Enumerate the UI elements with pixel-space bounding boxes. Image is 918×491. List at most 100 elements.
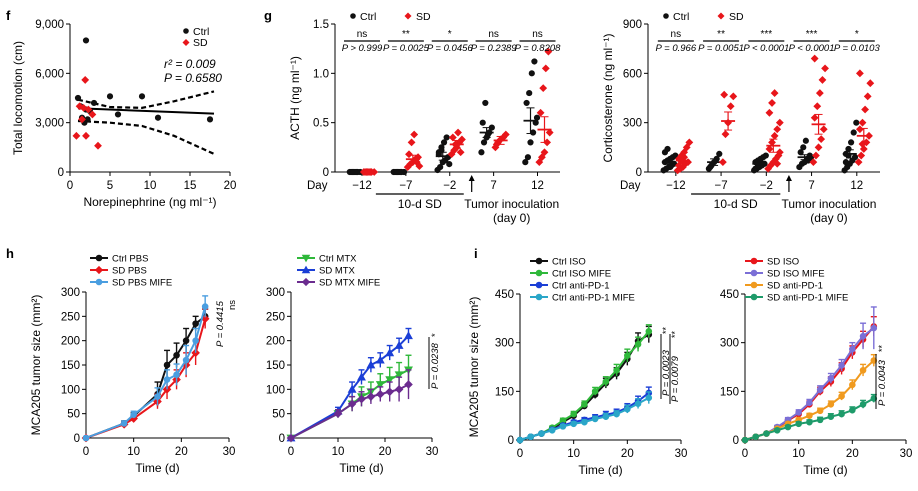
f-point-sd [82, 131, 90, 140]
i1-ytick-label: 0 [508, 435, 514, 447]
i1-xtick-label: 10 [567, 448, 580, 460]
h1-legend-sd-pbs-mife: SD PBS MIFE [112, 278, 172, 289]
g2-point-sd [819, 125, 828, 134]
g2-point-sd [855, 125, 864, 134]
g2-legend-sd-marker [717, 12, 725, 20]
g2-point-sd [770, 131, 779, 140]
g2-sig-p: P = 0.0103 [834, 43, 881, 54]
g2-xtick-label: 7 [808, 180, 814, 192]
g1-ytick-label: 0 [323, 167, 329, 179]
h2-ytick-label: 0 [279, 433, 285, 445]
i1-point-ctrl-anti-pd-1-mife [581, 418, 588, 426]
g2-point-sd [814, 143, 823, 152]
f-ytick-label: 3,000 [35, 118, 64, 130]
i2-point-sd-iso-mife [795, 409, 802, 416]
h1-xtick-label: 0 [83, 446, 89, 458]
h1-ytick-label: 300 [61, 287, 80, 299]
g2-point-sd [859, 145, 868, 153]
g1-point-sd [537, 153, 546, 162]
g1-y-axis-label: ACTH (ng ml⁻¹) [288, 56, 302, 140]
i2-point-sd-anti-pd-1-mife [870, 395, 878, 402]
g1-day-label: Day [307, 180, 328, 192]
i2-point-sd-iso-mife [859, 332, 867, 340]
h2-x-axis-label: Time (d) [339, 461, 383, 475]
i2-point-sd-anti-pd-1 [838, 392, 845, 400]
g2-point-ctrl [800, 144, 807, 151]
h2-xtick-label: 30 [426, 446, 439, 458]
h2-legend-marker-sd-mtx-mife [301, 277, 311, 287]
g2-point-sd [768, 99, 776, 107]
g2-point-sd [854, 158, 863, 167]
g2-point-sd [773, 125, 782, 134]
g2-y-axis-label: Corticosterone (ng ml⁻¹) [601, 33, 615, 162]
g1-point-sd [539, 84, 548, 93]
h2-legend-sd-mtx: SD MTX [319, 266, 356, 277]
g1-point-ctrl [480, 139, 488, 146]
i1-point-ctrl-iso-mife [624, 352, 631, 359]
i2-p-value: P = 0.0043 [877, 359, 888, 406]
g2-point-sd [863, 92, 872, 101]
h1-point-sd-pbs-mife [182, 356, 190, 364]
h1-point-sd-pbs-mife [163, 376, 171, 383]
i2-legend-marker-sd-iso-mife [750, 269, 758, 277]
f-legend-sd: SD [193, 37, 208, 49]
h2-p-value: P = 0.0238 [430, 342, 441, 389]
g2-point-sd [813, 102, 822, 111]
g1-legend-ctrl-marker [350, 13, 356, 19]
g2-point-sd [817, 135, 826, 144]
g1-day0-arrowhead [468, 175, 475, 181]
i1-point-ctrl-anti-pd-1-mife [645, 394, 653, 402]
h2-point-sd-mtx [404, 331, 413, 340]
f-point-sd [94, 141, 102, 150]
i2-point-sd-anti-pd-1 [859, 366, 867, 374]
f-point-sd [79, 103, 88, 112]
i2-ytick-label: 300 [720, 338, 739, 350]
g1-sig-star: * [448, 29, 452, 40]
g2-point-ctrl [797, 149, 804, 156]
f-point-ctrl [138, 93, 146, 100]
g2-point-sd [809, 158, 818, 167]
g2-legend-ctrl: Ctrl [673, 11, 689, 23]
g2-tumor-label-2: (day 0) [810, 211, 847, 225]
f-point-ctrl [154, 114, 162, 121]
g1-point-ctrl [523, 99, 530, 107]
i1-xtick-label: 0 [517, 448, 523, 460]
f-point-sd [84, 105, 93, 114]
g1-point-ctrl [479, 119, 486, 126]
f-stat-p: P = 0.6580 [164, 71, 222, 85]
g2-ytick-label: 600 [623, 68, 642, 80]
h1-line-sd-pbs-mife [85, 306, 207, 439]
g2-point-ctrl [716, 150, 723, 158]
h2-point-sd-mtx [366, 360, 376, 369]
g2-ytick-label: 900 [623, 19, 642, 31]
h2-point-sd-mtx-mife [286, 433, 296, 443]
g1-sig-p: P = 0.2389 [471, 43, 518, 54]
h2-ytick-label: 100 [266, 384, 285, 396]
g1-point-sd [544, 47, 553, 56]
g2-point-ctrl [802, 137, 809, 144]
g1-sig-p: P > 0.999 [342, 43, 383, 54]
i2-point-sd-anti-pd-1-mife [795, 420, 802, 428]
h2-legend-marker-sd-mtx [301, 265, 311, 274]
i2-point-sd-anti-pd-1-mife [763, 430, 770, 437]
g2-legend-sd: SD [729, 11, 744, 23]
g2-point-sd [775, 118, 784, 127]
g2-point-sd [810, 113, 819, 122]
g1-point-sd [415, 162, 424, 170]
g1-sig-star: ** [402, 29, 410, 40]
i1-point-ctrl-anti-pd-1-mife [602, 413, 610, 420]
h1-line-ctrl-pbs [85, 315, 206, 439]
g1-point-ctrl [437, 163, 444, 171]
h1-point-sd-pbs-mife [82, 434, 90, 442]
i2-point-sd-anti-pd-1 [816, 407, 824, 415]
h2-point-sd-mtx [347, 384, 357, 393]
g2-point-sd [773, 159, 782, 168]
h2-point-sd-mtx [394, 340, 404, 349]
g1-point-sd [545, 128, 554, 137]
f-point-ctrl [114, 111, 122, 118]
i2-point-sd-anti-pd-1 [806, 412, 813, 419]
h1-ytick-label: 50 [67, 409, 80, 421]
g2-sig-p: P < 0.0001 [789, 43, 835, 54]
f-point-ctrl [90, 99, 98, 107]
g1-sig-p: P = 0.8208 [515, 43, 562, 54]
